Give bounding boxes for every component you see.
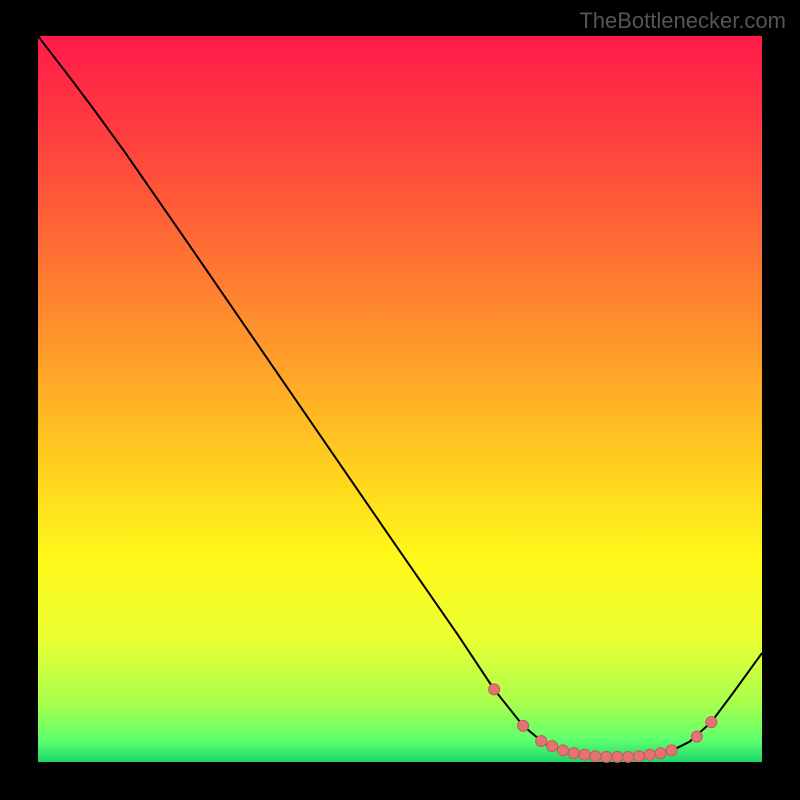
marker-point — [612, 751, 623, 762]
plot-area — [38, 36, 762, 762]
marker-point — [666, 745, 677, 756]
marker-point — [536, 735, 547, 746]
marker-point — [623, 751, 634, 762]
markers-group — [489, 684, 717, 763]
watermark-text: TheBottlenecker.com — [579, 8, 786, 34]
main-curve — [38, 36, 762, 757]
marker-point — [655, 748, 666, 759]
marker-point — [568, 748, 579, 759]
marker-point — [691, 731, 702, 742]
marker-point — [590, 751, 601, 762]
marker-point — [489, 684, 500, 695]
marker-point — [601, 751, 612, 762]
marker-point — [547, 741, 558, 752]
marker-point — [644, 749, 655, 760]
chart-container: TheBottlenecker.com — [0, 0, 800, 800]
marker-point — [706, 717, 717, 728]
marker-point — [579, 749, 590, 760]
marker-point — [518, 720, 529, 731]
marker-point — [633, 751, 644, 762]
marker-point — [557, 745, 568, 756]
chart-lines — [38, 36, 762, 762]
